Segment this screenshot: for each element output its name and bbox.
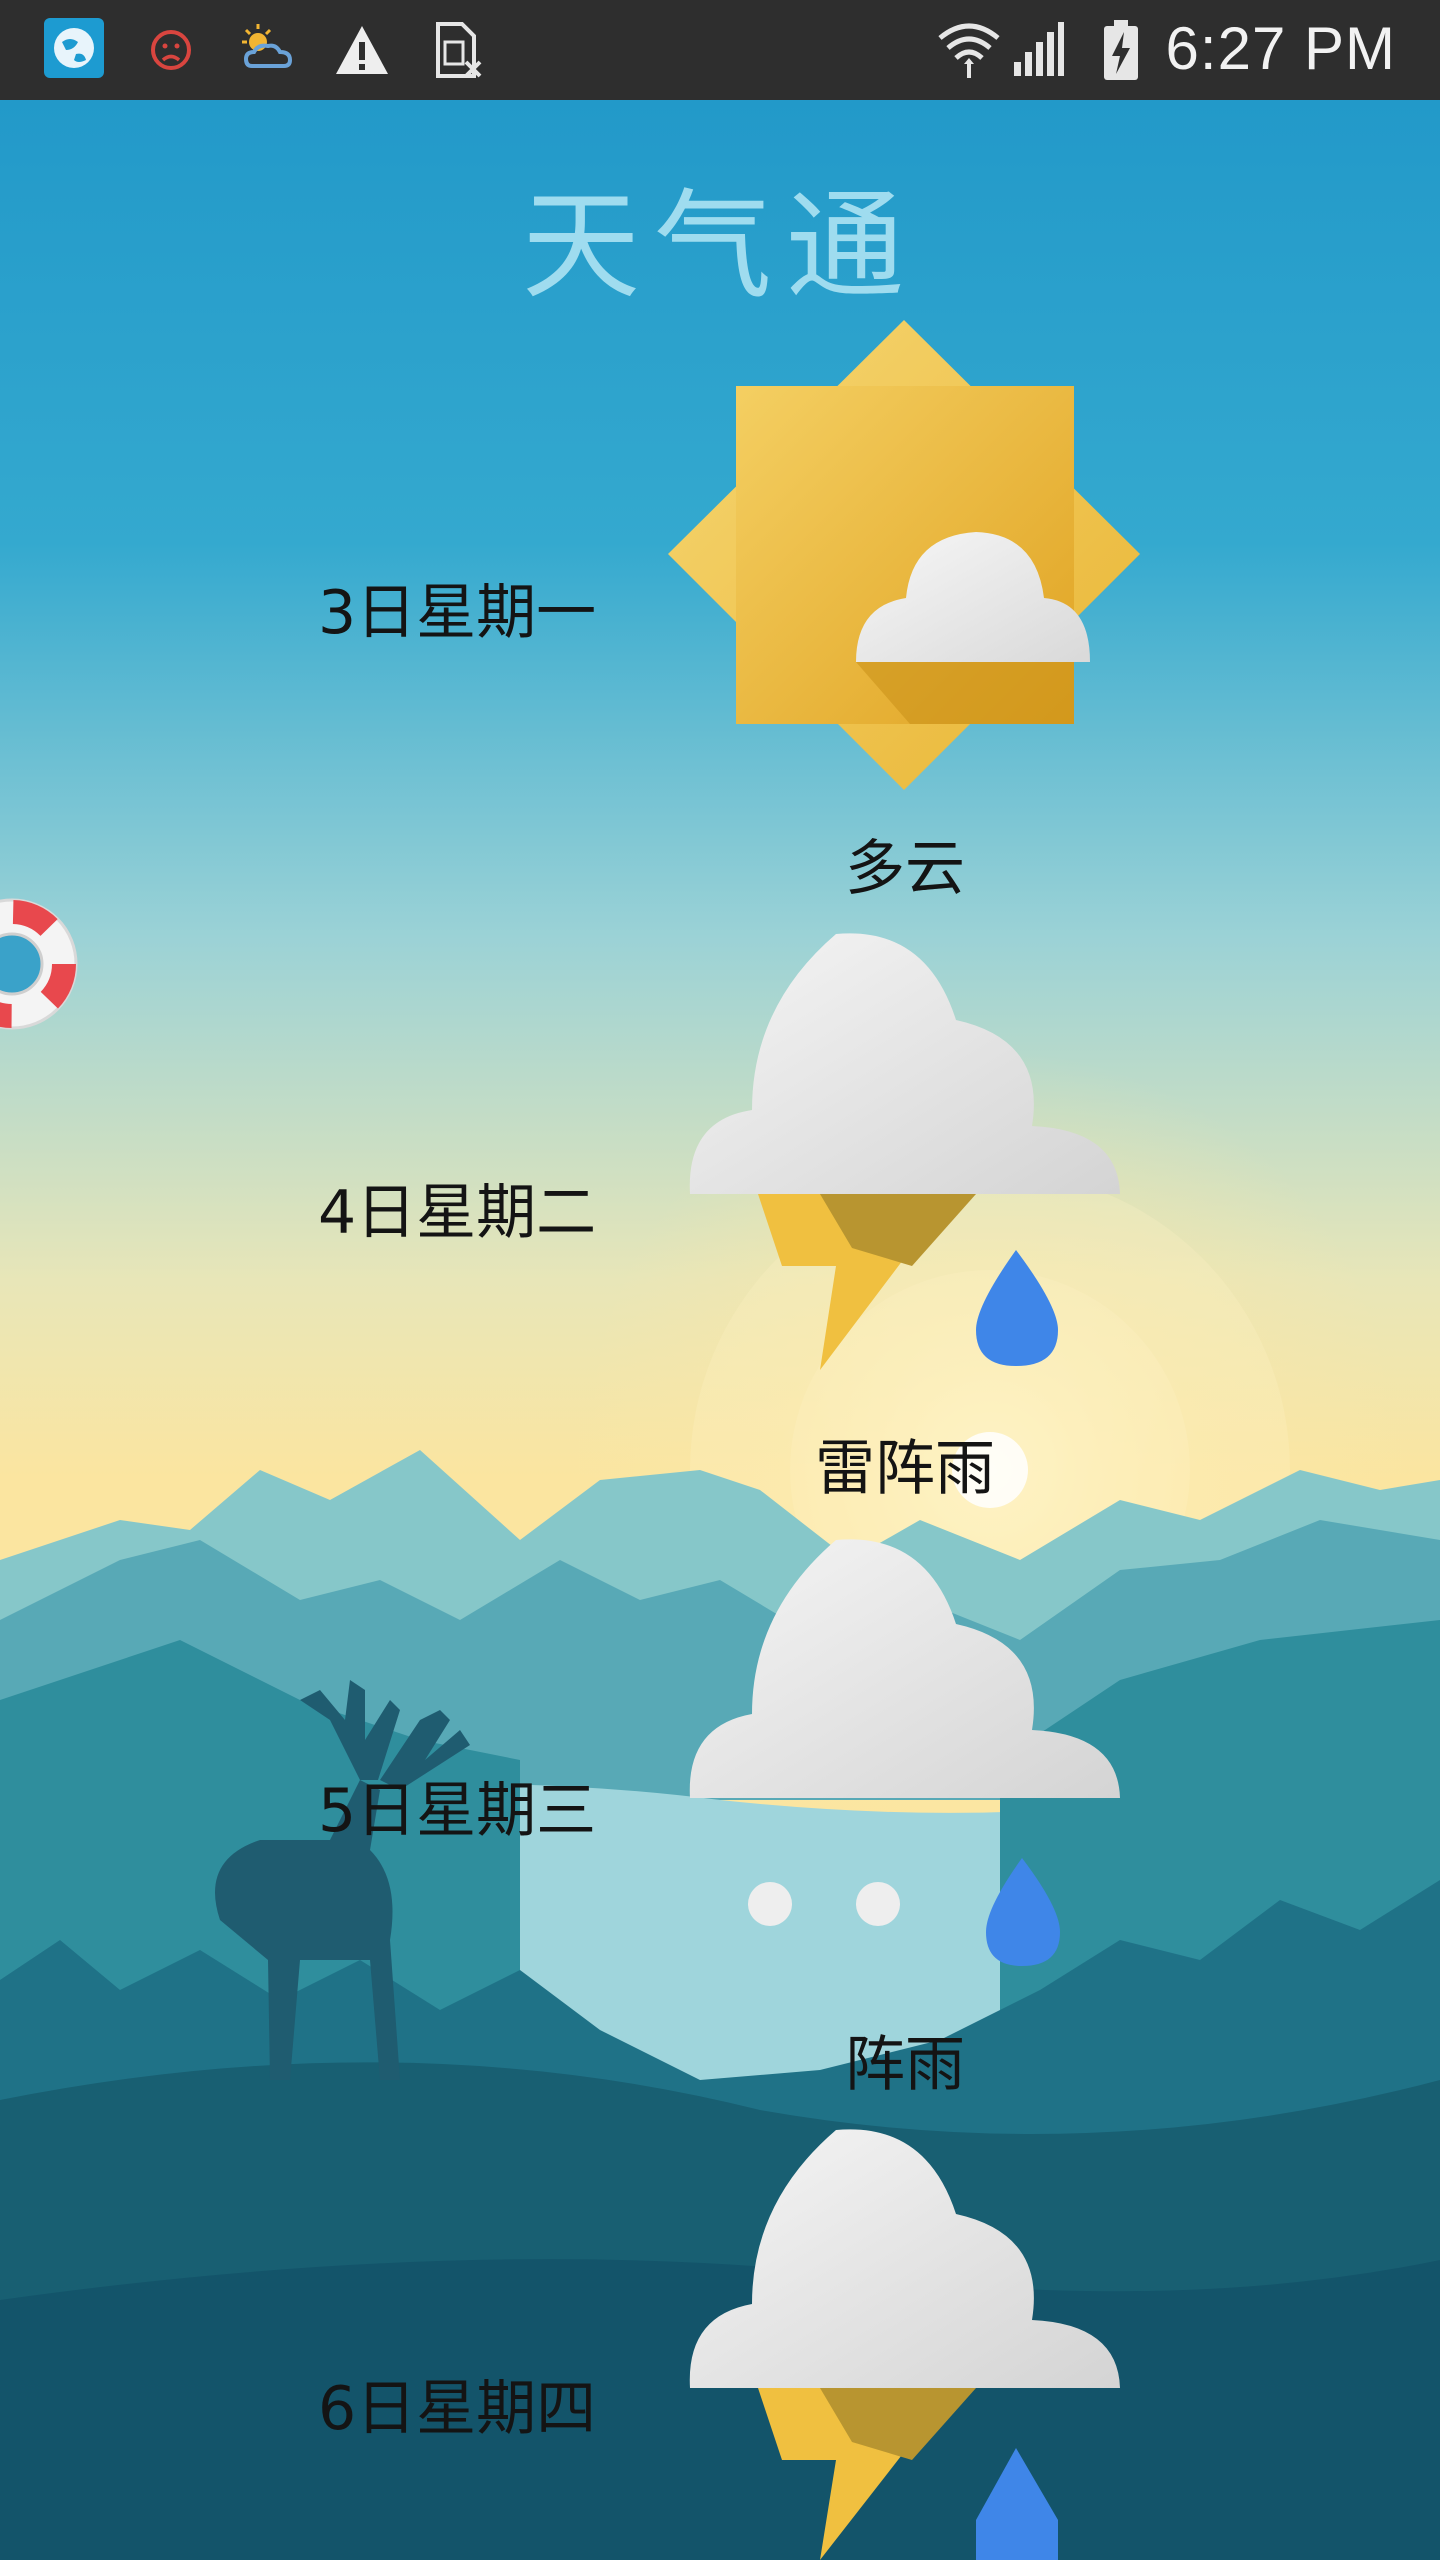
forecast-day-label: 3日星期一	[318, 578, 597, 648]
thunderstorm-icon	[689, 933, 1120, 1370]
app-title: 天气通	[521, 177, 918, 315]
warning-icon	[334, 18, 390, 82]
thunderstorm-icon	[689, 2129, 1120, 2560]
partly-cloudy-icon	[234, 18, 300, 82]
forecast-condition-label: 阵雨	[845, 2030, 965, 2100]
forecast-condition-label: 多云	[845, 834, 965, 904]
battery-charging-icon	[1100, 18, 1142, 82]
forecast-condition-label: 雷阵雨	[815, 1434, 995, 1504]
forecast-day-label: 6日星期四	[318, 2374, 597, 2444]
partly-cloudy-icon	[668, 320, 1140, 790]
status-time: 6:27 PM	[1165, 15, 1396, 82]
forecast-day-label: 5日星期三	[318, 1776, 597, 1846]
shower-rain-icon	[689, 1539, 1120, 1966]
lifebuoy-icon[interactable]	[0, 896, 80, 1032]
forecast-day-label: 4日星期二	[318, 1178, 597, 1248]
signal-icon	[1010, 18, 1066, 82]
sad-face-icon	[146, 18, 196, 82]
app-globe-icon	[44, 18, 104, 82]
sim-card-icon	[434, 18, 484, 82]
status-bar: 6:27 PM	[0, 0, 1440, 100]
wifi-icon	[934, 18, 1004, 82]
